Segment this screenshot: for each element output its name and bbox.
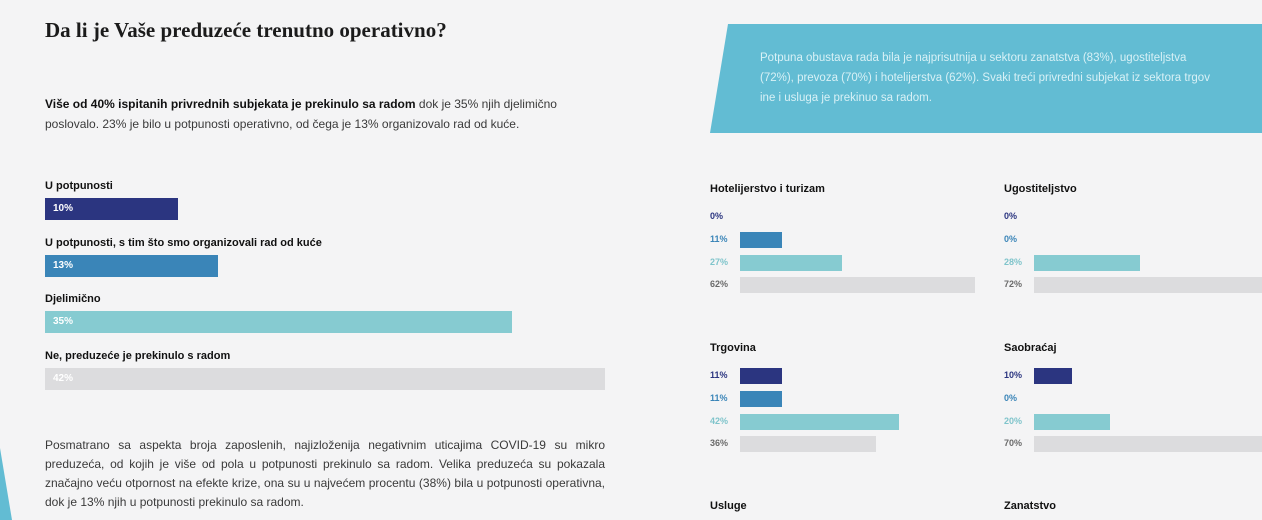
- percent-label: 20%: [1004, 416, 1023, 426]
- bar: [45, 198, 178, 220]
- sector-title: Ugostiteljstvo: [1004, 183, 1077, 195]
- intro-paragraph: Više od 40% ispitanih privrednih subjeka…: [45, 94, 610, 134]
- data-label: 35%: [53, 316, 74, 327]
- percent-label: 62%: [710, 279, 729, 289]
- bar: [45, 367, 605, 390]
- bar: [1034, 414, 1110, 430]
- bar: [1034, 277, 1262, 293]
- percent-label: 0%: [1004, 393, 1018, 403]
- bar: [45, 311, 512, 333]
- percent-label: 0%: [1004, 234, 1018, 244]
- bar: [1034, 436, 1262, 452]
- intro-bold: Više od 40% ispitanih privrednih subjeka…: [45, 97, 416, 111]
- bar: [740, 255, 842, 271]
- percent-label: 10%: [1004, 370, 1023, 380]
- percent-label: 11%: [710, 370, 728, 380]
- sector-title: Trgovina: [710, 342, 756, 354]
- category-label: Djelimično: [45, 293, 101, 305]
- bar: [740, 232, 782, 248]
- bottom-paragraph: Posmatrano sa aspekta broja zaposlenih, …: [45, 438, 605, 509]
- percent-label: 28%: [1004, 257, 1023, 267]
- sector-title: Saobraćaj: [1004, 342, 1057, 354]
- bar: [740, 391, 782, 407]
- intro-rest: dok je 35% njih djelimično poslovalo. 23…: [45, 97, 557, 131]
- sector-title: Usluge: [710, 500, 747, 512]
- page-title: Da li je Vaše preduzeće trenutno operati…: [45, 18, 447, 42]
- bar: [740, 277, 975, 293]
- bar: [1034, 368, 1072, 384]
- percent-label: 27%: [710, 257, 729, 267]
- bar: [740, 414, 899, 430]
- percent-label: 11%: [710, 234, 728, 244]
- category-label: U potpunosti: [45, 180, 113, 192]
- sector-title: Hotelijerstvo i turizam: [710, 183, 825, 195]
- percent-label: 0%: [710, 211, 724, 221]
- bar: [1034, 255, 1140, 271]
- bar: [45, 254, 218, 277]
- banner-line: Potpuna obustava rada bila je najprisutn…: [760, 52, 1187, 64]
- info-banner: [710, 24, 1262, 133]
- percent-label: 0%: [1004, 211, 1018, 221]
- category-label: U potpunosti, s tim što smo organizovali…: [45, 236, 322, 249]
- percent-label: 42%: [710, 416, 729, 426]
- data-label: 13%: [53, 259, 74, 271]
- sector-title: Zanatstvo: [1004, 500, 1056, 512]
- bar: [740, 368, 782, 384]
- banner-line: (72%), prevoza (70%) i hotelijerstva (62…: [760, 72, 1210, 84]
- bar: [740, 436, 876, 452]
- percent-label: 36%: [710, 438, 729, 448]
- percent-label: 72%: [1004, 279, 1023, 289]
- percent-label: 11%: [710, 393, 728, 403]
- banner-line: ine i usluga je prekinuo sa radom.: [760, 92, 932, 104]
- data-label: 10%: [53, 203, 74, 214]
- banner-text: Potpuna obustava rada bila je najprisutn…: [760, 48, 1262, 108]
- data-label: 42%: [53, 372, 74, 384]
- category-label: Ne, preduzeće je prekinulo s radom: [45, 349, 231, 362]
- percent-label: 70%: [1004, 438, 1023, 448]
- left-edge-accent: [0, 448, 12, 520]
